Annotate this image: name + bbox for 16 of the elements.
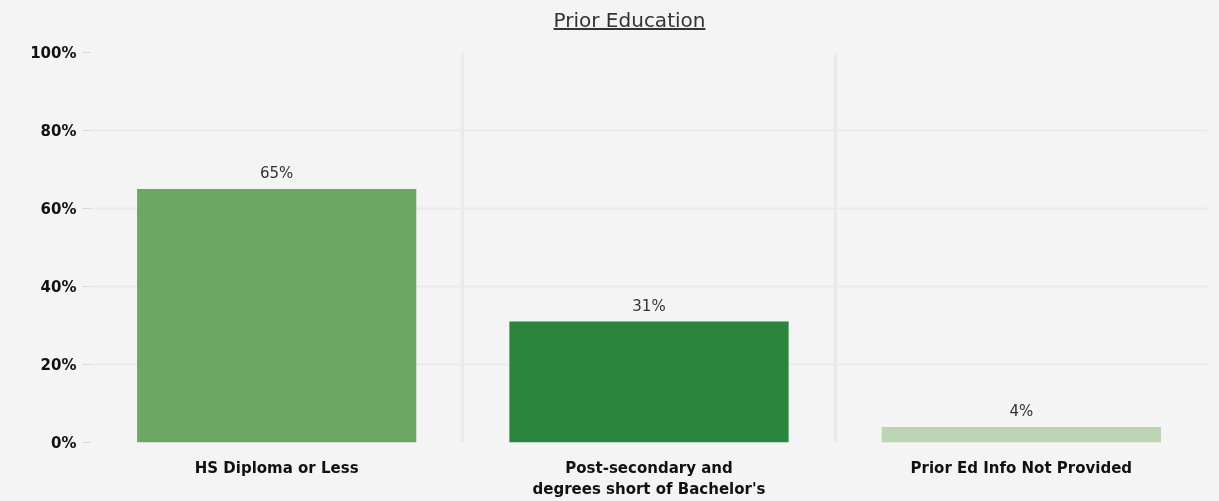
chart-title: Prior Education: [552, 7, 707, 34]
y-tick-label: 100%: [30, 43, 77, 62]
bar: [509, 321, 789, 443]
x-tick-label: Post-secondary and degrees short of Bachelor's: [532, 458, 766, 499]
y-tick-label: 80%: [40, 121, 77, 140]
y-tick-label: 20%: [40, 355, 77, 374]
y-tick-label: 40%: [40, 277, 77, 296]
data-label: 65%: [260, 164, 294, 182]
x-tick-label: HS Diploma or Less: [194, 458, 359, 477]
data-label: 4%: [1009, 401, 1034, 420]
bar: [137, 189, 417, 443]
bar: [881, 426, 1161, 443]
x-tick-label: Prior Ed Info Not Provided: [910, 458, 1133, 477]
data-label: 31%: [632, 296, 666, 315]
y-tick-label: 60%: [40, 199, 77, 218]
y-tick-label: 0%: [51, 433, 77, 452]
